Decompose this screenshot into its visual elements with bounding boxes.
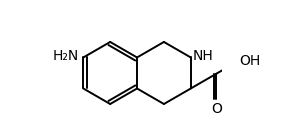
Text: O: O	[211, 102, 222, 116]
Text: H₂N: H₂N	[53, 49, 79, 63]
Text: OH: OH	[240, 54, 261, 68]
Text: NH: NH	[192, 49, 213, 63]
